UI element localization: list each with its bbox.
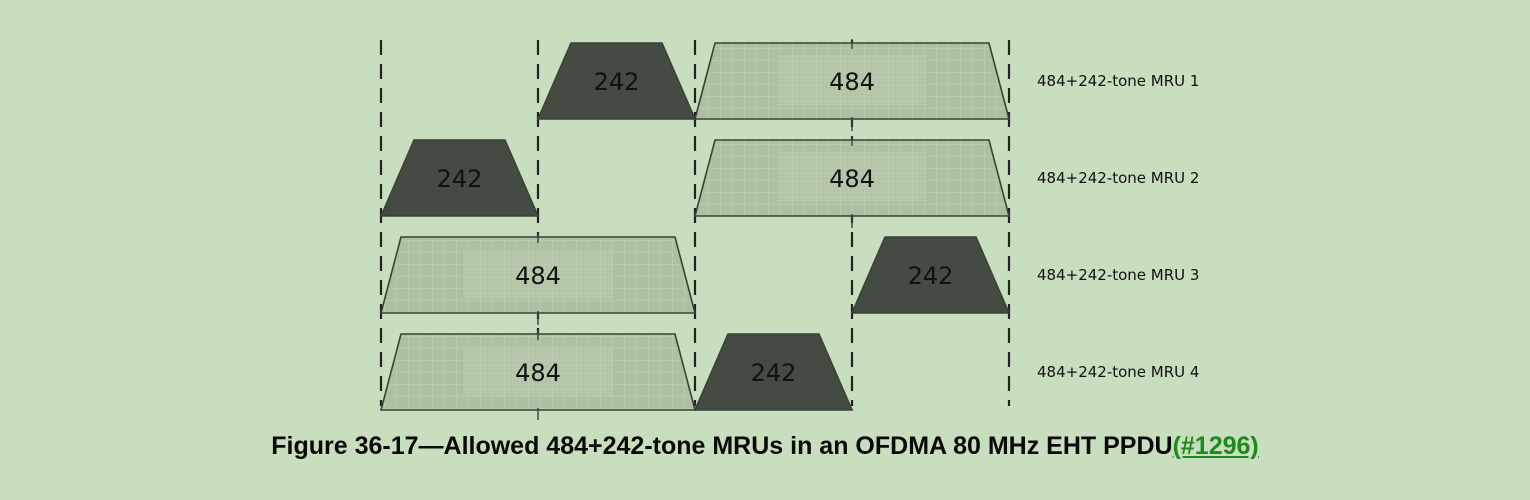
mru-row-label: 484+242-tone MRU 2 [1037, 169, 1199, 187]
mru-row-label: 484+242-tone MRU 3 [1037, 266, 1199, 284]
ru-tone-label: 242 [751, 359, 797, 387]
ru-242-block [536, 42, 697, 120]
caption-reference-link[interactable]: (#1296) [1172, 432, 1259, 460]
ru-block-texture [777, 55, 927, 105]
caption-text: Figure 36-17—Allowed 484+242-tone MRUs i… [271, 432, 1173, 460]
mru-row-label: 484+242-tone MRU 1 [1037, 72, 1199, 90]
ru-tone-label: 242 [908, 262, 954, 290]
mru-row: 242 484 484+242-tone MRU 1 [536, 39, 1199, 131]
mru-row: 484 242 484+242-tone MRU 4 [379, 330, 1199, 420]
figure-caption: Figure 36-17—Allowed 484+242-tone MRUs i… [0, 432, 1530, 461]
mru-rows: 242 484 484+242-tone MRU 1 242 484 484+242-to… [379, 39, 1199, 420]
mru-row-label: 484+242-tone MRU 4 [1037, 363, 1199, 381]
ru-242-block [693, 333, 854, 411]
mru-diagram: 242 484 484+242-tone MRU 1 242 484 484+242-to… [379, 39, 1199, 420]
mru-row: 242 484 484+242-tone MRU 2 [379, 136, 1199, 228]
ru-block-texture [463, 346, 613, 396]
ru-242-block [850, 236, 1011, 314]
mru-row: 484 242 484+242-tone MRU 3 [379, 233, 1199, 325]
ru-tone-label: 484 [829, 68, 875, 96]
ru-tone-label: 242 [437, 165, 483, 193]
ru-tone-label: 242 [594, 68, 640, 96]
ru-block-texture [777, 152, 927, 202]
ru-tone-label: 484 [515, 262, 561, 290]
ru-tone-label: 484 [829, 165, 875, 193]
ru-242-block [379, 139, 540, 217]
ru-block-texture [463, 249, 613, 299]
ru-tone-label: 484 [515, 359, 561, 387]
